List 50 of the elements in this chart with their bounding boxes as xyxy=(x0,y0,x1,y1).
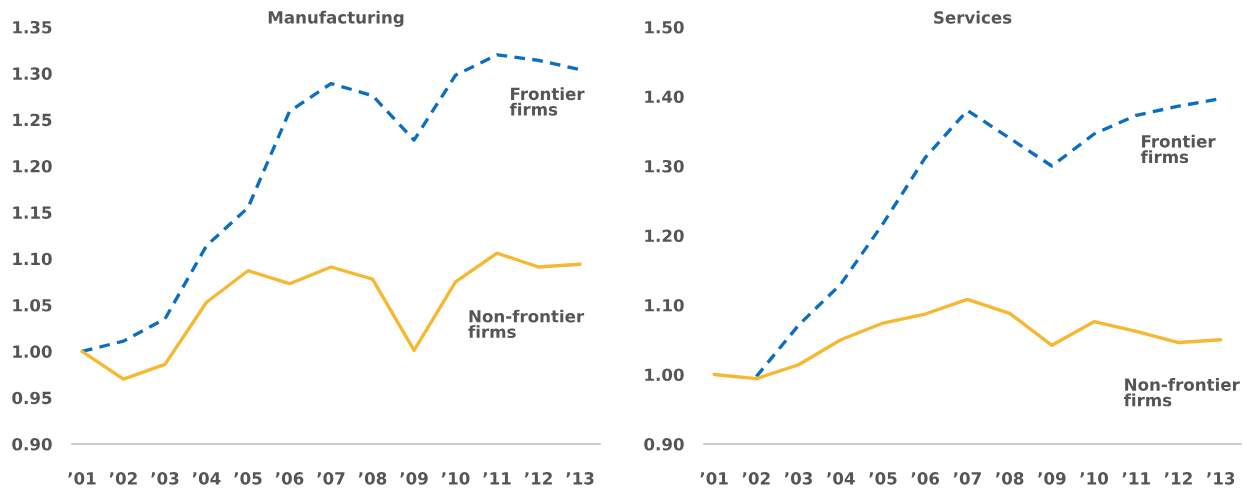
series-label: Frontier firms xyxy=(509,87,585,116)
y-tick-label: 1.25 xyxy=(13,113,52,127)
y-tick-label: 1.10 xyxy=(13,252,52,266)
x-tick-label: ’03 xyxy=(784,472,812,485)
y-tick-label: 1.20 xyxy=(645,229,684,243)
y-tick-label: 0.90 xyxy=(12,437,52,451)
x-tick-label: ’02 xyxy=(109,472,137,485)
x-tick-label: ’01 xyxy=(68,472,96,485)
x-tick-label: ’09 xyxy=(400,472,428,485)
y-tick-label: 0.95 xyxy=(12,391,52,405)
series-label: Frontier firms xyxy=(1140,134,1216,164)
x-tick-label: ’13 xyxy=(1207,472,1235,485)
y-tick-label: 1.30 xyxy=(13,67,52,80)
y-tick-label: 0.90 xyxy=(644,437,684,451)
y-tick-label: 1.00 xyxy=(645,368,684,382)
x-tick-label: ’06 xyxy=(911,472,940,485)
y-tick-label: 1.50 xyxy=(645,20,684,34)
y-tick-label: 1.20 xyxy=(13,159,52,173)
text: Non-frontier firms xyxy=(1123,377,1240,407)
y-tick-label: 1.00 xyxy=(13,345,52,358)
y-tick-label: 1.15 xyxy=(13,206,52,219)
x-tick-label: ’13 xyxy=(566,472,594,485)
x-tick-label: ’04 xyxy=(192,472,221,485)
x-tick-label: ’12 xyxy=(1164,472,1192,485)
x-tick-label: ’05 xyxy=(234,472,262,485)
x-tick-label: ’01 xyxy=(700,472,728,485)
x-tick-label: ’04 xyxy=(827,472,855,485)
line-series xyxy=(80,251,582,381)
x-tick-label: ’12 xyxy=(524,472,552,485)
x-tick-label: ’05 xyxy=(869,472,897,485)
x-tick-label: ’07 xyxy=(953,472,981,485)
x-tick-label: ’09 xyxy=(1038,472,1066,485)
y-tick-label: 1.05 xyxy=(13,298,52,312)
y-tick-label: 1.35 xyxy=(13,20,52,34)
x-tick-label: ’10 xyxy=(441,472,470,485)
x-tick-label: ’11 xyxy=(483,472,511,485)
chart-title: Manufacturing xyxy=(268,10,404,27)
x-tick-label: ’11 xyxy=(1122,472,1150,485)
x-tick-label: ’02 xyxy=(742,472,770,485)
series-label: Non-frontier firms xyxy=(468,309,585,339)
x-tick-label: ’06 xyxy=(275,472,304,485)
y-tick-label: 1.10 xyxy=(645,298,684,312)
chart-title: Services xyxy=(934,10,1012,24)
y-tick-label: 1.40 xyxy=(645,90,684,104)
x-tick-label: ’03 xyxy=(151,472,179,485)
x-tick-label: ’07 xyxy=(317,472,345,485)
x-tick-label: ’08 xyxy=(358,472,387,485)
y-tick-label: 1.30 xyxy=(645,159,684,173)
x-tick-label: ’10 xyxy=(1080,472,1109,485)
x-tick-label: ’08 xyxy=(995,472,1024,485)
